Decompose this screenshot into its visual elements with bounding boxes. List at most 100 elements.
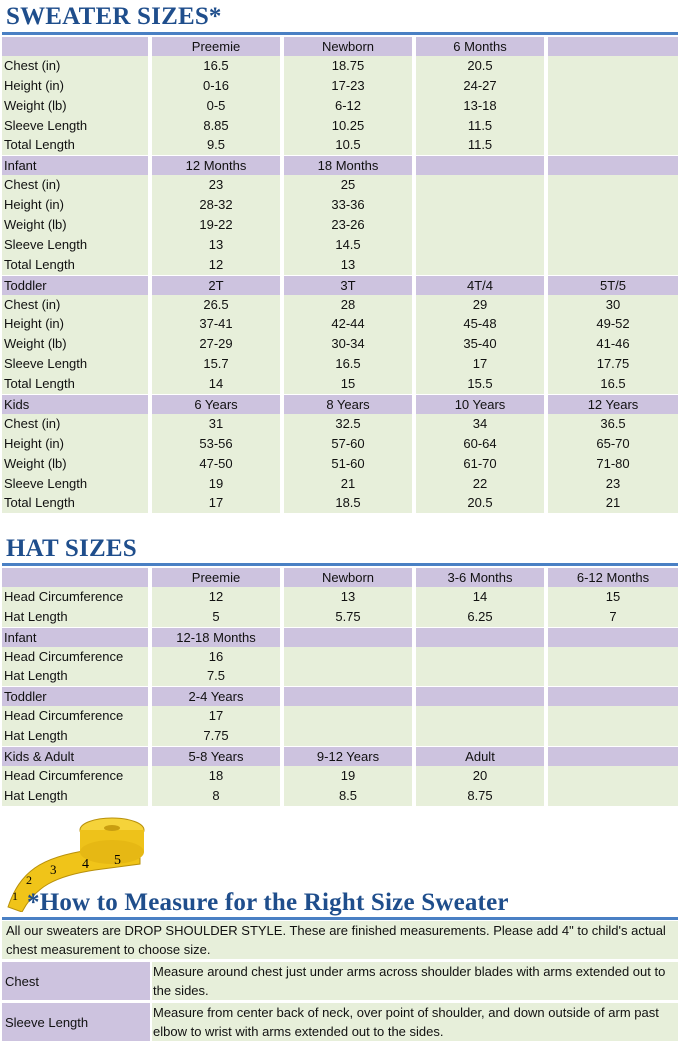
header-row: Toddler 2T 3T 4T/4 5T/5 [2, 274, 678, 297]
cell: 21 [548, 493, 678, 514]
cell: 53-56 [152, 433, 280, 454]
table-row: Head Circumference 16 [2, 646, 678, 667]
header-row: Preemie Newborn 6 Months [2, 36, 678, 58]
cell: 6 Years [152, 394, 280, 416]
cell [548, 686, 678, 709]
cell: 71-80 [548, 453, 678, 474]
cell: 12 Months [152, 155, 280, 178]
cell: 13 [152, 234, 280, 255]
cell: 6 Months [416, 36, 544, 58]
cell: 17 [416, 354, 544, 375]
row-label: Weight (lb) [2, 95, 148, 116]
cell: 31 [152, 413, 280, 434]
measure-text: Measure from center back of neck, over p… [152, 1003, 678, 1041]
cell [548, 195, 678, 216]
cell [416, 234, 544, 255]
cell: 41-46 [548, 334, 678, 355]
hat-sizes-title: HAT SIZES [6, 535, 137, 562]
row-label: Sleeve Length [2, 354, 148, 375]
table-row: Height (in) 53-56 57-60 60-64 65-70 [2, 433, 678, 454]
cell [548, 234, 678, 255]
cell: 36.5 [548, 413, 678, 434]
cell: 23-26 [284, 215, 412, 235]
measure-label: Chest [2, 962, 150, 1000]
cell [548, 646, 678, 667]
cell: 15.7 [152, 354, 280, 375]
cell: 35-40 [416, 334, 544, 355]
cell: 19-22 [152, 215, 280, 235]
cell: 11.5 [416, 135, 544, 156]
cell: 11.5 [416, 115, 544, 136]
cell: Newborn [284, 36, 412, 58]
cell [548, 666, 678, 687]
measure-label: Sleeve Length [2, 1003, 150, 1041]
measure-text: Measure around chest just under arms acr… [152, 962, 678, 1000]
cell: 7.75 [152, 726, 280, 747]
cell: 12 Years [548, 394, 678, 416]
tape-number: 4 [82, 857, 89, 872]
cell [284, 686, 412, 709]
table-row: Hat Length 8 8.5 8.75 [2, 785, 678, 806]
cell [548, 726, 678, 747]
cell: 23 [548, 473, 678, 494]
table-row: Chest (in) 16.5 18.75 20.5 [2, 55, 678, 76]
cell: 15 [284, 374, 412, 395]
cell: 14.5 [284, 234, 412, 255]
cell [548, 55, 678, 76]
cell [284, 666, 412, 687]
cell: 9.5 [152, 135, 280, 156]
row-label: Hat Length [2, 785, 148, 806]
tape-measure-icon: 1 2 3 4 5 [7, 817, 145, 912]
cell: 20.5 [416, 55, 544, 76]
cell: 22 [416, 473, 544, 494]
table-row: Height (in) 28-32 33-36 [2, 195, 678, 216]
cell: 3T [284, 274, 412, 297]
cell: 20 [416, 765, 544, 786]
cell: 16.5 [284, 354, 412, 375]
cell [284, 626, 412, 649]
row-label: Head Circumference [2, 765, 148, 786]
cell: 19 [284, 765, 412, 786]
table-row: Hat Length 5 5.75 6.25 7 [2, 606, 678, 627]
cell: 10 Years [416, 394, 544, 416]
row-label: Toddler [2, 274, 148, 297]
row-label: Sleeve Length [2, 473, 148, 494]
cell: 6.25 [416, 606, 544, 627]
cell [548, 135, 678, 156]
cell: 30 [548, 294, 678, 315]
cell: 6-12 Months [548, 567, 678, 589]
cell: 23 [152, 175, 280, 196]
cell [548, 155, 678, 178]
cell: 32.5 [284, 413, 412, 434]
row-label: Chest (in) [2, 294, 148, 315]
cell: 28-32 [152, 195, 280, 216]
row-label: Height (in) [2, 314, 148, 335]
cell [284, 646, 412, 667]
cell: 8.85 [152, 115, 280, 136]
row-label: Total Length [2, 254, 148, 275]
cell: 12 [152, 586, 280, 607]
cell [416, 215, 544, 235]
cell: 27-29 [152, 334, 280, 355]
cell: 15.5 [416, 374, 544, 395]
cell: 9-12 Years [284, 746, 412, 768]
cell: 49-52 [548, 314, 678, 335]
cell: 30-34 [284, 334, 412, 355]
cell: 5-8 Years [152, 746, 280, 768]
row-label: Weight (lb) [2, 453, 148, 474]
cell: 6-12 [284, 95, 412, 116]
table-row: Weight (lb) 27-29 30-34 35-40 41-46 [2, 334, 678, 355]
cell: 17.75 [548, 354, 678, 375]
measure-intro: All our sweaters are DROP SHOULDER STYLE… [2, 921, 678, 959]
cell: 3-6 Months [416, 567, 544, 589]
row-label [2, 567, 148, 589]
table-row: Total Length 17 18.5 20.5 21 [2, 493, 678, 514]
cell [416, 726, 544, 747]
cell: Newborn [284, 567, 412, 589]
sweater-sizes-title: SWEATER SIZES* [6, 3, 222, 30]
cell [548, 254, 678, 275]
cell: 18.75 [284, 55, 412, 76]
hat-title-rule [2, 563, 678, 566]
measure-section: All our sweaters are DROP SHOULDER STYLE… [2, 921, 678, 1041]
row-label: Head Circumference [2, 586, 148, 607]
